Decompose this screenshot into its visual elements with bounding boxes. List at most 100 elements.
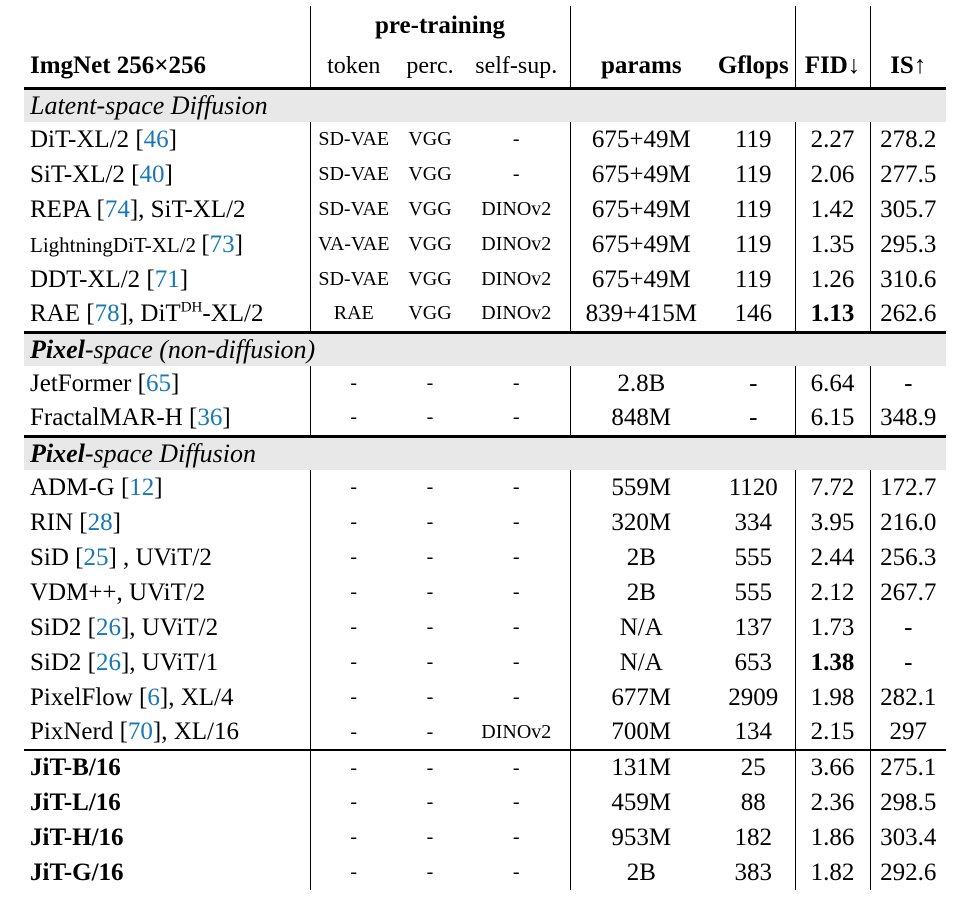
gflops-cell: 555	[712, 540, 796, 575]
fid-cell: 1.82	[795, 855, 871, 890]
section-label-part: Latent-space Diffusion	[30, 90, 268, 120]
dataset-header: ImgNet 256×256	[24, 6, 311, 90]
params-cell: 700M	[611, 718, 672, 745]
perc-cell: VGG	[408, 233, 452, 255]
model-name-cell: JiT-H/16	[24, 820, 311, 855]
token-cell: -	[350, 826, 358, 848]
token-cell: -	[350, 791, 358, 813]
selfsup-cell: DINOv2	[463, 262, 571, 297]
citation-link[interactable]: 46	[143, 125, 169, 153]
citation-link[interactable]: 26	[95, 648, 121, 676]
model-name-cell: REPA [74], SiT-XL/2	[24, 192, 311, 227]
model-name-cell: SiD [25] , UViT/2	[24, 540, 311, 575]
selfsup-cell: -	[463, 575, 571, 610]
params-cell: 131M	[570, 749, 713, 785]
params-cell: 559M	[611, 473, 672, 501]
model-name-part: ]	[112, 508, 121, 536]
selfsup-cell: DINOv2	[463, 715, 571, 750]
citation-link[interactable]: 6	[147, 683, 160, 711]
is-cell: 297	[889, 718, 928, 745]
is-cell: -	[904, 613, 913, 641]
table-row: RAE [78], DiTDH-XL/2 RAE VGG DINOv2 839+415M…	[24, 297, 946, 332]
model-name-part: JiT-L/16	[30, 788, 121, 816]
perc-column-header: perc.	[397, 44, 463, 90]
fid-cell: 7.72	[795, 470, 871, 505]
params-cell: 320M	[611, 508, 672, 536]
citation-link[interactable]: 70	[127, 718, 153, 745]
gflops-cell: 383	[712, 855, 796, 890]
citation-link[interactable]: 40	[139, 160, 165, 188]
model-name-part: JetFormer [	[30, 369, 146, 397]
params-cell: 2.8B	[617, 369, 666, 397]
model-name-cell: JiT-B/16	[24, 749, 311, 785]
is-cell: 310.6	[880, 265, 937, 293]
table-row: JiT-H/16 - - - 953M 182 1.86 303.4	[24, 820, 946, 855]
gflops-cell: 2909	[712, 680, 796, 715]
citation-link[interactable]: 73	[209, 230, 235, 258]
token-cell: SD-VAE	[318, 163, 390, 185]
selfsup-cell: -	[463, 470, 571, 505]
selfsup-cell: -	[463, 540, 571, 575]
pretraining-group-header: pre-training	[310, 6, 571, 44]
model-name-part: ] , UViT/2	[108, 543, 212, 571]
section-header: Pixel-space (non-diffusion)	[24, 330, 947, 366]
citation-link[interactable]: 25	[83, 543, 109, 571]
citation-link[interactable]: 28	[87, 508, 113, 536]
token-cell: SD-VAE	[318, 268, 390, 290]
table-row: PixelFlow [6], XL/4 - - - 677M 2909 1.98 282.1	[24, 680, 946, 715]
model-name-cell: SiD2 [26], UViT/1	[24, 645, 311, 680]
gflops-cell: 653	[712, 645, 796, 680]
fid-cell: 1.42	[795, 192, 871, 227]
is-column-header: IS↑	[870, 6, 947, 90]
gflops-column-header: Gflops	[712, 6, 796, 90]
params-cell: 953M	[611, 823, 672, 851]
citation-link[interactable]: 26	[95, 613, 121, 641]
model-name-part: DH	[180, 299, 203, 316]
fid-cell: 2.06	[795, 157, 871, 192]
perc-cell: -	[426, 406, 434, 429]
citation-link[interactable]: 71	[154, 265, 180, 293]
params-cell: 2B	[626, 543, 656, 571]
table-row: PixNerd [70], XL/16 - - DINOv2 700M 134 2.15 29…	[24, 715, 946, 750]
perc-cell: -	[426, 720, 434, 743]
model-name-part: VDM++, UViT/2	[30, 578, 206, 606]
model-name-cell: VDM++, UViT/2	[24, 575, 311, 610]
is-cell: -	[904, 648, 913, 676]
is-cell: 275.1	[870, 749, 947, 785]
citation-link[interactable]: 12	[129, 473, 155, 501]
is-cell: 278.2	[880, 125, 937, 153]
selfsup-cell: -	[463, 366, 571, 401]
model-name-part: ]	[154, 473, 163, 501]
citation-link[interactable]: 36	[197, 403, 223, 431]
selfsup-cell: -	[463, 610, 571, 645]
params-cell: 677M	[611, 683, 672, 711]
model-name-part: DiT-XL/2 [	[30, 125, 144, 153]
gflops-cell: -	[712, 366, 796, 401]
token-cell: RAE	[333, 302, 374, 325]
model-name-part: ADM-G [	[30, 473, 130, 501]
section-label-part: -space (non-diffusion)	[84, 334, 316, 364]
token-cell: -	[350, 406, 358, 429]
model-name-cell: ADM-G [12]	[24, 470, 311, 505]
params-cell: 2B	[626, 578, 656, 606]
citation-link[interactable]: 65	[145, 369, 171, 397]
model-name-cell: JetFormer [65]	[24, 366, 311, 401]
gflops-cell: -	[712, 401, 796, 436]
model-name-cell: RAE [78], DiTDH-XL/2	[24, 297, 311, 332]
citation-link[interactable]: 74	[104, 195, 130, 223]
token-cell: -	[350, 861, 358, 883]
token-cell: -	[350, 720, 358, 743]
model-name-part: PixNerd [	[30, 718, 128, 745]
model-name-cell: LightningDiT-XL/2 [73]	[24, 227, 311, 262]
params-cell: 2B	[626, 858, 656, 886]
fid-cell: 2.12	[795, 575, 871, 610]
citation-link[interactable]: 78	[94, 299, 120, 327]
model-name-part: LightningDiT-XL/2	[30, 232, 202, 257]
model-name-cell: RIN [28]	[24, 505, 311, 540]
fid-cell: 1.38	[795, 645, 871, 680]
selfsup-cell: DINOv2	[463, 192, 571, 227]
perc-cell: -	[426, 372, 434, 394]
section-header: Pixel-space Diffusion	[24, 434, 947, 470]
section-label-part: Pixel	[30, 334, 85, 364]
